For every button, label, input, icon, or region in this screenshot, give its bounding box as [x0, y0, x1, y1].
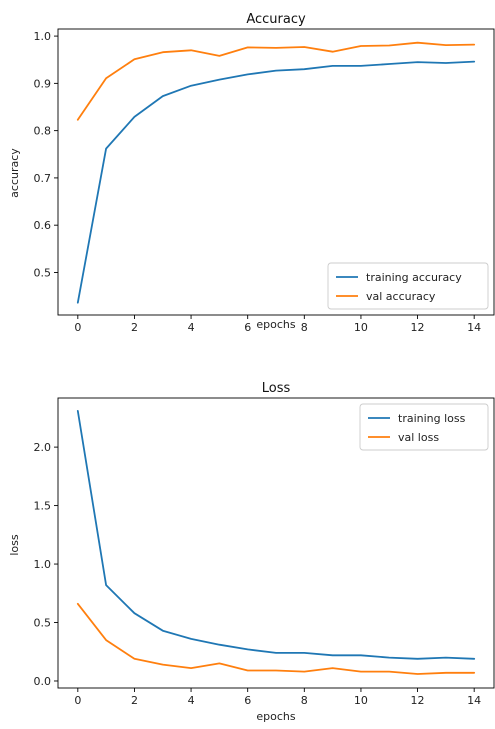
- x-tick-label: 12: [411, 321, 425, 334]
- legend-box: [327, 262, 489, 310]
- series-line-training-loss: [76, 409, 476, 660]
- chart-title: Loss: [262, 381, 291, 396]
- loss-chart: Loss epochs loss 0 2 4 6 8 10 12 14 0.0 0.5 1.0 1.5…: [8, 381, 495, 723]
- x-tick-label: 0: [74, 321, 81, 334]
- legend-label: training accuracy: [366, 271, 462, 284]
- legend: training accuracy val accuracy: [327, 262, 489, 310]
- legend-box: [359, 403, 489, 451]
- series-line-val-accuracy: [76, 41, 476, 121]
- x-tick-label: 2: [131, 694, 138, 707]
- x-tick-label: 6: [244, 694, 251, 707]
- plot-frame: [57, 397, 495, 689]
- x-tick-label: 10: [354, 321, 368, 334]
- y-tick-label: 0.0: [34, 675, 52, 688]
- x-axis-label: epochs: [256, 710, 295, 723]
- y-tick-label: 1.5: [34, 500, 52, 513]
- y-tick-label: 2.0: [34, 441, 52, 454]
- legend-label: training loss: [398, 412, 466, 425]
- y-tick-label: 0.9: [34, 77, 52, 90]
- y-tick-label: 1.0: [34, 30, 52, 43]
- x-axis-label: epochs: [256, 318, 295, 331]
- accuracy-chart: Accuracy epochs accuracy 0 2 4 6 8 10 12 14 0.5 0…: [8, 12, 495, 334]
- y-tick-label: 0.5: [34, 266, 52, 279]
- y-tick-label: 1.0: [34, 558, 52, 571]
- legend: training loss val loss: [359, 403, 489, 451]
- y-tick-label: 0.6: [34, 219, 52, 232]
- x-tick-label: 8: [301, 694, 308, 707]
- chart-title: Accuracy: [246, 12, 306, 27]
- y-axis-label: accuracy: [8, 148, 21, 198]
- x-tick-label: 6: [244, 321, 251, 334]
- legend-label: val accuracy: [366, 290, 436, 303]
- x-tick-label: 8: [301, 321, 308, 334]
- x-tick-label: 14: [467, 321, 481, 334]
- legend-label: val loss: [398, 431, 439, 444]
- series-line-training-accuracy: [76, 60, 476, 304]
- plot-frame: [57, 28, 495, 316]
- series-line-val-loss: [76, 602, 476, 675]
- x-tick-label: 4: [188, 321, 195, 334]
- x-tick-label: 2: [131, 321, 138, 334]
- y-tick-label: 0.8: [34, 125, 52, 138]
- y-tick-label: 0.7: [34, 172, 52, 185]
- x-tick-label: 12: [411, 694, 425, 707]
- y-axis-label: loss: [8, 534, 21, 556]
- x-tick-label: 14: [467, 694, 481, 707]
- x-tick-label: 10: [354, 694, 368, 707]
- x-tick-label: 4: [188, 694, 195, 707]
- x-tick-label: 0: [74, 694, 81, 707]
- y-tick-label: 0.5: [34, 617, 52, 630]
